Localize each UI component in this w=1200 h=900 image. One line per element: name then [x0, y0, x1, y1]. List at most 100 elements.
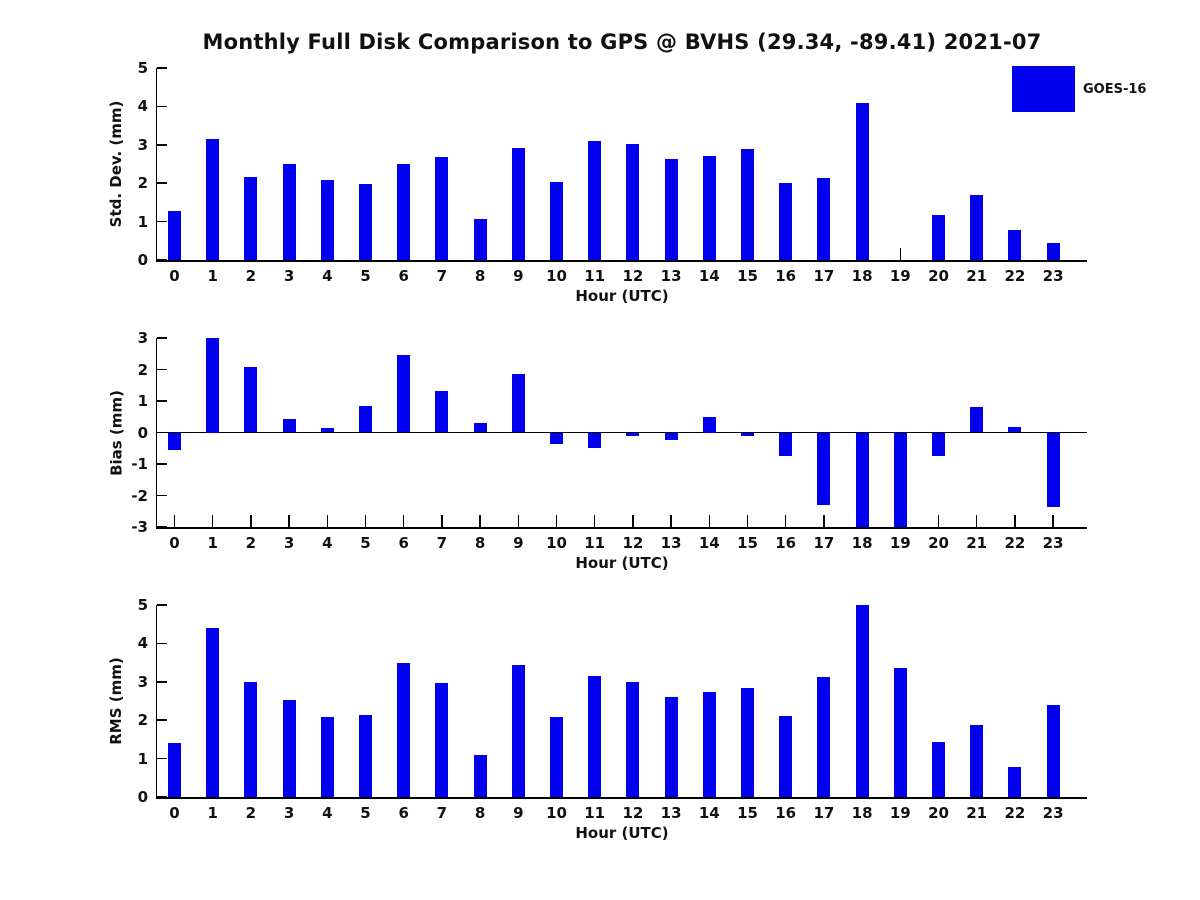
x-tick-label: 20	[928, 804, 949, 822]
bar-hour-13	[664, 697, 678, 797]
y-tick-label: 2	[137, 174, 148, 193]
y-tick	[157, 337, 167, 339]
x-tick	[364, 515, 367, 527]
y-tick-label: 1	[137, 212, 148, 231]
bar-hour-17	[817, 676, 831, 797]
x-tick-label: 6	[398, 267, 409, 285]
x-tick-label: 3	[283, 534, 295, 552]
bar-hour-18	[855, 103, 869, 260]
bar-hour-3	[282, 699, 296, 797]
y-tick	[157, 144, 167, 146]
x-tick	[746, 515, 749, 527]
bar-hour-17	[817, 178, 831, 260]
x-tick-label: 14	[698, 267, 720, 285]
bar-hour-4	[320, 180, 334, 260]
x-tick-label: 16	[775, 267, 797, 285]
x-tick	[937, 515, 940, 527]
bar-hour-9	[511, 374, 525, 433]
bar-hour-11	[588, 432, 602, 449]
y-tick-label: 1	[137, 749, 148, 768]
x-tick-label: 1	[207, 534, 218, 552]
bar-hour-2	[244, 176, 258, 260]
x-tick-label: 2	[245, 804, 257, 822]
bar-hour-20	[932, 742, 945, 797]
x-tick-label: 18	[851, 267, 873, 285]
y-tick-label: 5	[137, 596, 148, 614]
x-tick	[632, 515, 634, 527]
x-tick-label: 1	[207, 804, 218, 822]
x-tick-label: 2	[245, 534, 257, 552]
bar-hour-18	[855, 432, 869, 527]
y-tick	[157, 526, 167, 528]
bar-hour-13	[664, 432, 678, 441]
x-tick-label: 6	[398, 534, 409, 552]
bar-hour-20	[932, 214, 945, 260]
y-tick-label: 0	[137, 423, 148, 442]
x-tick-label: 3	[283, 267, 295, 285]
x-tick	[173, 515, 176, 527]
x-tick	[441, 515, 443, 527]
bar-hour-6	[397, 662, 411, 797]
bar-hour-0	[168, 432, 181, 450]
x-tick-label: 11	[584, 534, 606, 552]
y-tick-label: 4	[137, 97, 148, 116]
y-tick	[157, 400, 167, 402]
bar-hour-22	[1008, 767, 1022, 797]
x-tick-label: 11	[584, 804, 606, 822]
x-tick-label: 23	[1042, 534, 1064, 552]
x-tick	[899, 248, 902, 260]
y-tick-label: -1	[131, 455, 148, 473]
y-tick-label: 0	[137, 788, 148, 806]
bar-hour-21	[970, 194, 984, 260]
bar-hour-17	[817, 432, 831, 505]
bar-hour-18	[855, 605, 869, 797]
bar-hour-7	[435, 682, 449, 797]
y-tick-label: 5	[137, 59, 148, 77]
x-tick-label: 10	[546, 534, 567, 552]
x-axis-title: Hour (UTC)	[575, 287, 669, 305]
x-tick	[1014, 515, 1016, 527]
bar-hour-2	[244, 681, 258, 797]
bar-hour-9	[511, 664, 525, 797]
x-tick-label: 8	[474, 804, 486, 822]
bar-hour-12	[626, 143, 640, 260]
x-tick	[479, 515, 481, 527]
x-tick	[593, 515, 596, 527]
legend-label: GOES-16	[1083, 81, 1147, 97]
x-tick-label: 1	[207, 267, 218, 285]
bar-hour-10	[550, 432, 563, 445]
x-tick-label: 22	[1004, 534, 1026, 552]
y-tick	[157, 604, 167, 606]
x-tick-label: 23	[1042, 804, 1064, 822]
bar-hour-2	[244, 366, 258, 433]
bar-hour-21	[970, 725, 984, 797]
bar-hour-8	[473, 218, 487, 260]
bar-hour-8	[473, 754, 487, 797]
legend: GOES-16	[1012, 66, 1146, 112]
bar-hour-4	[320, 427, 334, 433]
x-tick-label: 7	[436, 267, 448, 285]
bar-hour-14	[702, 692, 716, 797]
x-tick	[288, 515, 290, 527]
x-tick	[784, 515, 787, 527]
bar-hour-23	[1046, 432, 1060, 507]
y-tick-label: 3	[137, 672, 148, 691]
x-tick-label: 5	[360, 804, 371, 822]
x-tick-label: 8	[474, 534, 486, 552]
x-axis-title: Hour (UTC)	[575, 554, 669, 572]
x-tick-label: 21	[966, 804, 988, 822]
x-tick-label: 16	[775, 804, 797, 822]
y-tick	[157, 259, 167, 261]
x-tick-label: 0	[169, 267, 180, 285]
bar-hour-23	[1046, 704, 1060, 797]
x-tick-label: 19	[889, 267, 911, 285]
bar-hour-19	[893, 432, 907, 527]
legend-swatch-goes16	[1012, 66, 1075, 112]
y-axis-line	[155, 68, 157, 262]
bar-hour-3	[282, 418, 296, 433]
bar-hour-11	[588, 676, 602, 797]
bar-hour-7	[435, 157, 449, 260]
x-tick-label: 4	[322, 534, 333, 552]
bar-hour-0	[168, 210, 181, 260]
